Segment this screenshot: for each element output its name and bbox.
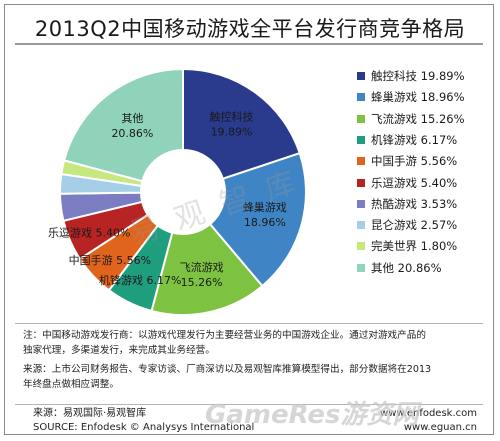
footer-urls: www.enfodesk.com www.eguan.cn <box>380 407 477 435</box>
legend-label: 飞流游戏 15.26% <box>371 111 465 126</box>
legend-label: 完美世界 1.80% <box>371 239 458 254</box>
legend-label: 昆仑游戏 2.57% <box>371 218 458 233</box>
legend-swatch <box>357 72 365 80</box>
slice-label-2: 蜂巢游戏 18.96% <box>243 200 287 229</box>
legend-label: 其他 20.86% <box>371 260 442 275</box>
legend-swatch <box>357 135 365 144</box>
legend-item-3: 飞流游戏 15.26% <box>357 110 465 128</box>
legend-item-1: 触控科技 19.89% <box>357 67 465 85</box>
donut-chart: 触控科技 19.89% 蜂巢游戏 18.96% 飞流游戏 15.26%机锋游戏 6.17%… <box>48 67 307 316</box>
legend-swatch <box>357 242 365 251</box>
slice-label-5: 中国手游 5.56% <box>69 253 151 267</box>
legend-item-2: 蜂巢游戏 18.96% <box>357 88 465 106</box>
legend-item-9: 完美世界 1.80% <box>357 237 457 255</box>
donut-slice-3 <box>150 222 264 316</box>
legend-item-8: 昆仑游戏 2.57% <box>357 216 457 234</box>
chart-title: 2013Q2中国移动游戏全平台发行商竞争格局 <box>34 17 466 41</box>
chart-frame: 2013Q2中国移动游戏全平台发行商竞争格局 触控科技 19.89% 蜂巢游戏 18.… <box>4 4 494 435</box>
source-cn: 来源：易观国际·易观智库 <box>33 408 147 419</box>
legend-item-4: 机锋游戏 6.17% <box>357 131 457 149</box>
title-divider <box>15 43 483 45</box>
legend-item-7: 热酷游戏 3.53% <box>357 195 457 213</box>
legend-swatch <box>357 263 365 272</box>
source-en: SOURCE: Enfodesk © Analysys Internationa… <box>33 422 255 433</box>
legend-label: 中国手游 5.56% <box>371 154 458 169</box>
legend-label: 蜂巢游戏 18.96% <box>371 90 465 105</box>
note-line-4: 年终盘点做相应调整。 <box>23 379 119 390</box>
legend-label: 触控科技 19.89% <box>371 69 465 83</box>
legend-swatch <box>357 221 365 230</box>
url-enfodesk: www.enfodesk.com <box>380 408 477 419</box>
legend-swatch <box>357 114 365 123</box>
legend-label: 乐逗游戏 5.40% <box>371 175 458 190</box>
legend-swatch <box>357 93 365 102</box>
notes-box: 注：中国移动游戏发行商：以游戏代理发行为主要经营业务的中国游戏企业。通过对游戏产… <box>15 323 483 405</box>
legend-label: 热酷游戏 3.53% <box>371 196 458 211</box>
url-eguan: www.eguan.cn <box>403 422 477 433</box>
legend-swatch <box>357 178 365 187</box>
legend-item-5: 中国手游 5.56% <box>357 152 457 170</box>
donut-slice-2 <box>208 151 307 288</box>
slice-label-3: 飞流游戏 15.26% <box>180 260 224 289</box>
legend-label: 机锋游戏 6.17% <box>371 132 458 147</box>
note-line-1: 注：中国移动游戏发行商：以游戏代理发行为主要经营业务的中国游戏企业。通过对游戏产… <box>23 330 426 341</box>
note-line-3: 来源：上市公司财务报告、专家访谈、厂商深访以及易观智库推算模型得出，部分数据将在… <box>23 364 432 375</box>
donut-slice-10 <box>62 67 184 183</box>
slice-label-6: 乐逗游戏 5.40% <box>48 226 130 239</box>
slice-label-4: 机锋游戏 6.17% <box>99 273 181 287</box>
donut-slice-1 <box>182 67 301 181</box>
slice-label-10: 其他 20.86% <box>111 112 153 140</box>
note-line-2: 独家代理，多渠道发行，来完成其业务经营。 <box>23 345 215 356</box>
legend-swatch <box>357 199 365 208</box>
slice-label-1: 触控科技 19.89% <box>210 110 254 139</box>
legend-item-10: 其他 20.86% <box>357 259 442 277</box>
legend-swatch <box>357 157 365 166</box>
footer-source: 来源：易观国际·易观智库 SOURCE: Enfodesk © Analysys… <box>33 407 254 435</box>
legend-item-6: 乐逗游戏 5.40% <box>357 174 457 192</box>
